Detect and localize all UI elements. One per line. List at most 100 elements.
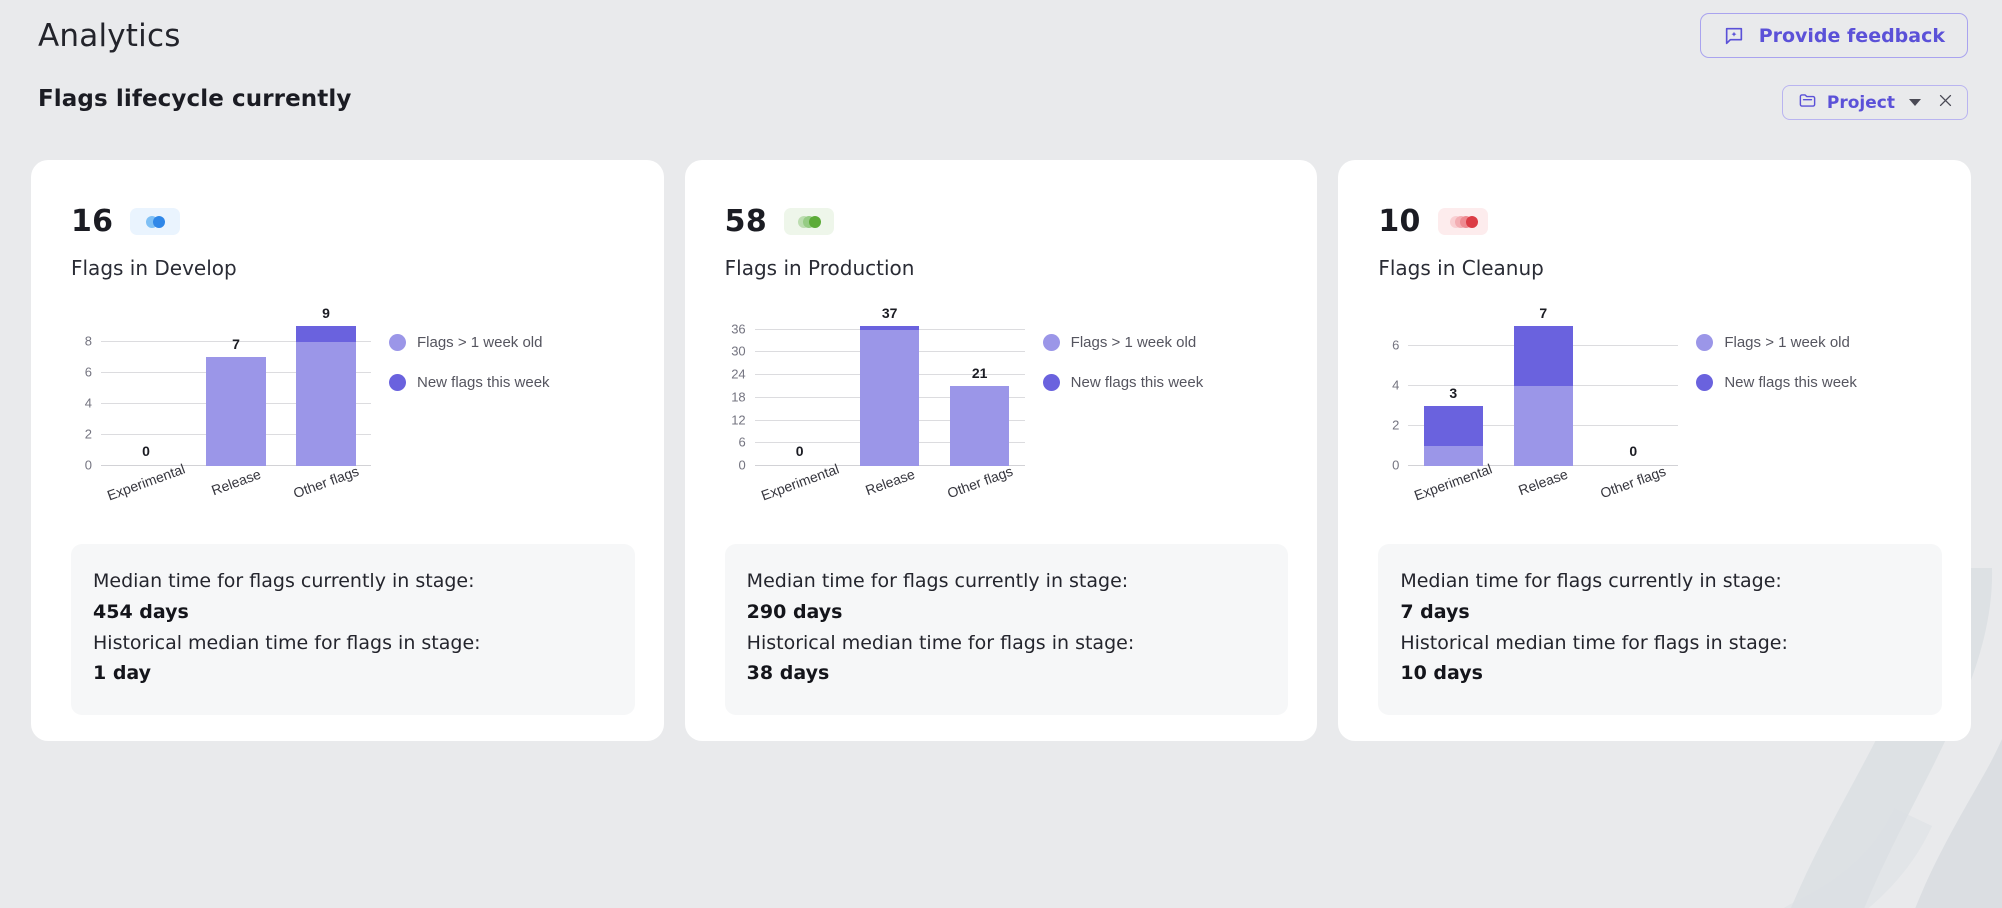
plot-area: 6 4 2 0 3 [1392,305,1679,473]
legend-item-old-flags[interactable]: Flags > 1 week old [1696,334,1857,351]
x-tick-label: Other flags [291,462,361,502]
bar-other-flags[interactable]: 21 [935,326,1025,466]
median-historical-label: Historical median time for flags in stag… [746,631,1135,654]
x-tick-label: Experimental [104,460,188,504]
stage-card-cleanup: 10 Flags in Cleanup 6 4 2 [1338,160,1972,742]
card-header: 16 [71,204,635,239]
x-axis-labels: Experimental Release Other flags [755,461,1025,518]
y-tick: 30 [731,343,746,359]
y-tick: 12 [731,412,746,428]
x-axis-labels: Experimental Release Other flags [101,461,371,518]
stage-card-production: 58 Flags in Production 36 30 24 [684,160,1318,742]
y-tick: 6 [84,364,92,380]
flag-count: 10 [1378,204,1421,239]
median-stats-panel: Median time for flags currently in stage… [71,544,635,716]
y-tick: 8 [84,333,92,349]
stage-cards-row: 16 Flags in Develop 8 6 4 2 0 [31,160,1972,742]
median-current-value: 7 days [1400,600,1470,623]
x-tick-label: Release [1516,465,1571,499]
legend-label: New flags this week [417,374,550,391]
y-tick: 6 [738,434,746,450]
y-tick: 4 [1392,377,1400,393]
bar-value: 0 [1629,443,1638,459]
folder-icon [1798,91,1817,115]
bar-value: 21 [971,365,988,382]
x-tick-label: Experimental [758,460,841,504]
card-header: 10 [1378,204,1942,239]
bar-experimental[interactable]: 0 [101,326,191,466]
x-axis-labels: Experimental Release Other flags [1408,461,1678,518]
legend-label: New flags this week [1070,374,1204,391]
provide-feedback-button[interactable]: Provide feedback [1699,13,1968,58]
median-historical-value: 38 days [746,662,830,685]
plot-area: 8 6 4 2 0 0 [85,305,371,473]
bar-experimental[interactable]: 0 [755,326,845,466]
legend-color-swatch [389,374,406,391]
bar-release[interactable]: 7 [191,326,281,466]
legend-item-old-flags[interactable]: Flags > 1 week old [389,334,550,351]
median-stats-panel: Median time for flags currently in stage… [1378,544,1943,716]
bar-release[interactable]: 37 [845,305,935,466]
y-tick: 2 [1392,417,1400,433]
bar-value: 0 [795,443,804,459]
cleanup-stage-icon [1437,208,1488,235]
chart-legend: Flags > 1 week old New flags this week [1696,308,1857,518]
median-historical-label: Historical median time for flags in stag… [1400,631,1788,654]
chart-legend: Flags > 1 week old New flags this week [389,308,550,518]
median-historical-value: 1 day [93,662,152,685]
bar-release[interactable]: 7 [1498,305,1588,466]
median-stats-panel: Median time for flags currently in stage… [724,544,1289,716]
project-chip-label: Project [1826,92,1895,113]
stage-card-develop: 16 Flags in Develop 8 6 4 2 0 [31,160,664,742]
y-tick: 4 [84,395,92,411]
chart-legend: Flags > 1 week old New flags this week [1042,308,1204,518]
x-tick-label: Experimental [1412,460,1495,504]
y-tick: 24 [731,366,746,382]
legend-item-new-flags[interactable]: New flags this week [389,374,550,391]
legend-label: Flags > 1 week old [1724,334,1850,351]
median-current-label: Median time for flags currently in stage… [93,570,475,592]
close-icon[interactable] [1937,92,1954,114]
chevron-down-icon[interactable] [1909,99,1921,106]
median-historical-label: Historical median time for flags in stag… [93,631,481,654]
legend-item-new-flags[interactable]: New flags this week [1042,374,1204,391]
x-tick-label: Other flags [1598,462,1669,502]
bar-other-flags[interactable]: 9 [281,305,371,466]
bar-value: 37 [881,305,898,321]
legend-color-swatch [1042,334,1060,351]
y-tick: 0 [1392,457,1400,473]
production-stage-icon [784,208,835,235]
project-filter-chip[interactable]: Project [1781,85,1968,120]
bar-value: 3 [1449,384,1458,401]
y-tick: 6 [1392,337,1400,353]
legend-item-old-flags[interactable]: Flags > 1 week old [1042,334,1204,351]
x-tick-label: Release [862,465,917,499]
legend-label: Flags > 1 week old [1070,334,1197,351]
bar-value: 7 [1539,305,1548,321]
flag-count: 16 [71,204,114,239]
legend-color-swatch [1696,334,1714,351]
legend-item-new-flags[interactable]: New flags this week [1696,374,1857,391]
chart-develop: 8 6 4 2 0 0 [71,305,635,518]
flag-count: 58 [724,204,768,239]
card-subtitle: Flags in Cleanup [1378,256,1544,280]
legend-label: New flags this week [1724,374,1857,391]
median-current-label: Median time for flags currently in stage… [746,570,1129,592]
y-tick: 2 [84,426,92,442]
bar-value: 0 [142,443,150,459]
chart-production: 36 30 24 18 12 6 0 0 [725,305,1289,518]
median-current-value: 290 days [746,600,843,623]
bar-experimental[interactable]: 3 [1408,326,1498,466]
card-header: 58 [725,204,1289,239]
chart-cleanup: 6 4 2 0 3 [1378,305,1942,518]
x-tick-label: Other flags [944,462,1015,502]
card-subtitle: Flags in Production [724,256,915,280]
x-tick-label: Release [209,465,263,499]
legend-color-swatch [389,334,406,351]
provide-feedback-label: Provide feedback [1758,24,1945,47]
bar-other-flags[interactable]: 0 [1588,326,1678,466]
develop-stage-icon [130,208,181,235]
legend-color-swatch [1042,374,1060,391]
legend-color-swatch [1696,374,1714,391]
bar-value: 7 [232,336,240,353]
